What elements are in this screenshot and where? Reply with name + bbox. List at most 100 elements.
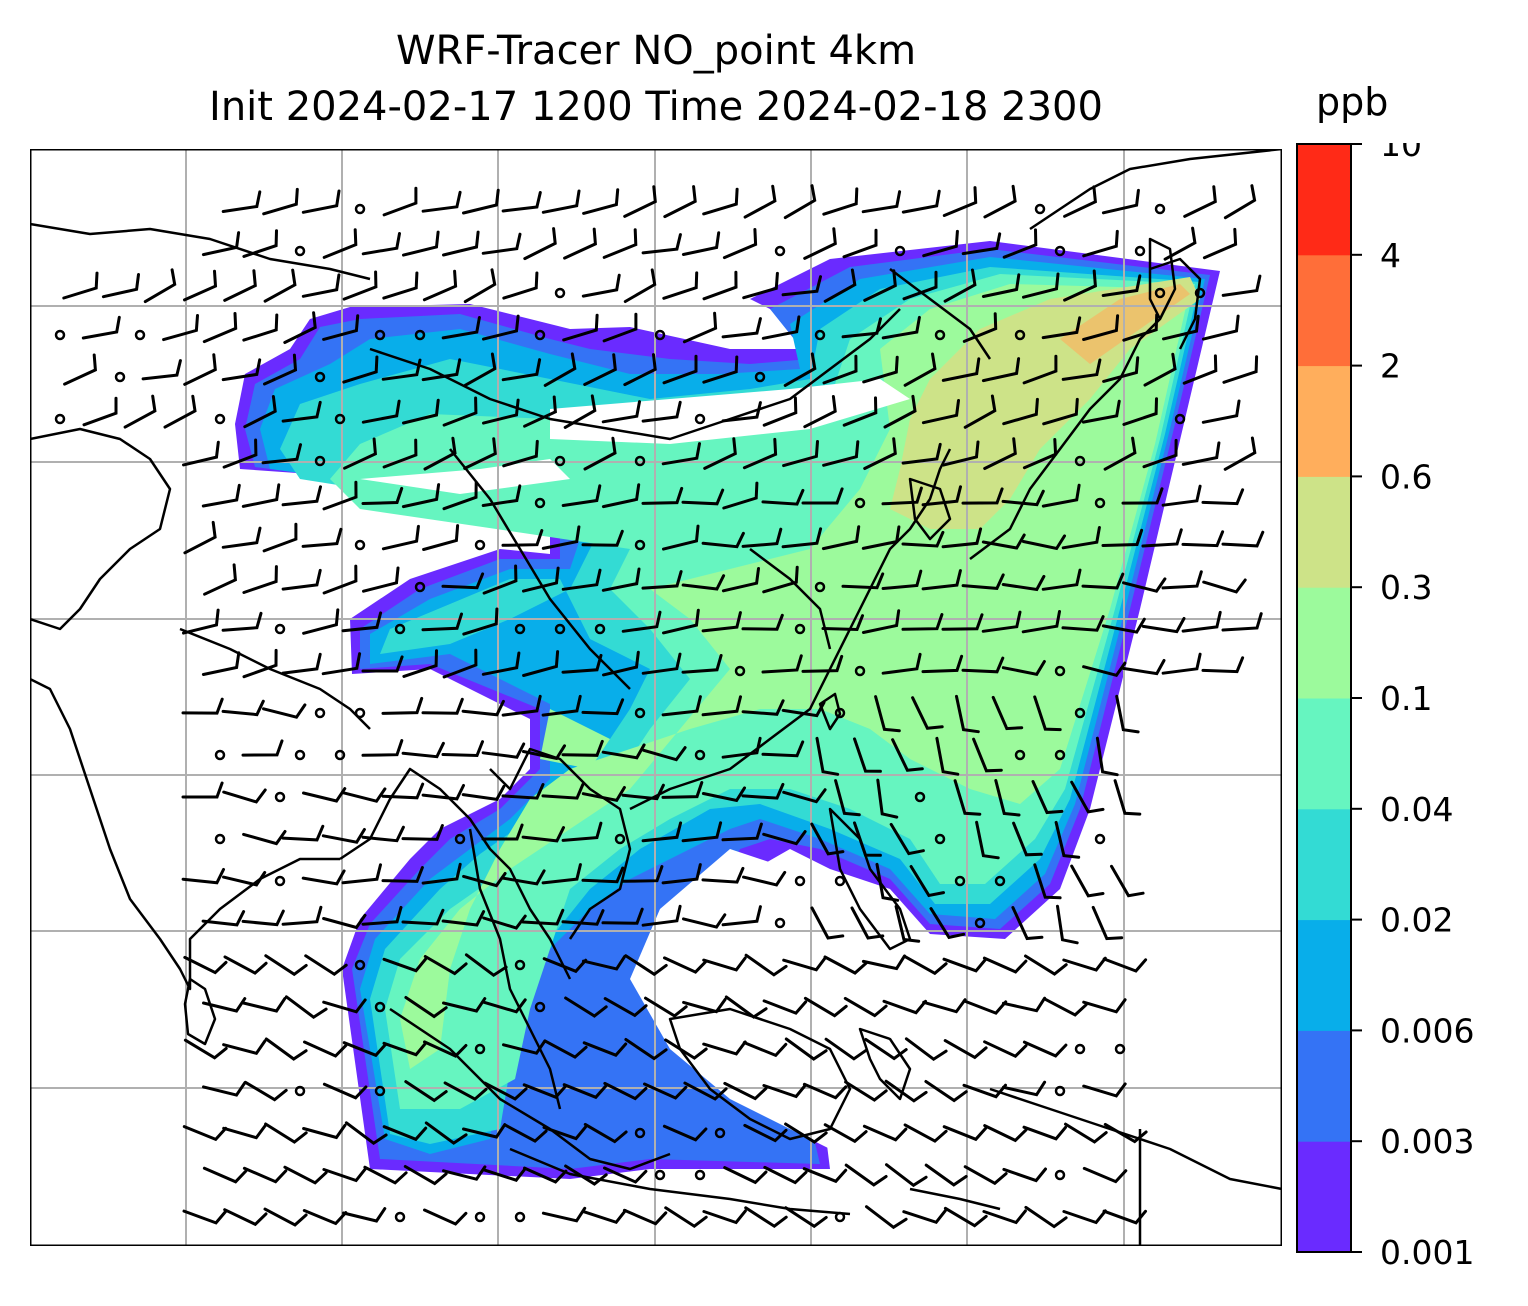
wind-barb <box>241 909 285 927</box>
wind-barb <box>823 1123 868 1144</box>
wind-barb <box>1201 399 1241 424</box>
wind-barb <box>921 485 962 507</box>
colorbar-tick-label: 2 <box>1380 347 1401 386</box>
wind-barb <box>1181 610 1222 633</box>
calm-wind-circle <box>694 1169 706 1181</box>
wind-barb <box>501 694 542 717</box>
wind-barb <box>941 613 984 631</box>
wind-barb <box>991 695 1024 731</box>
wind-barb <box>163 394 197 429</box>
wind-barb <box>662 354 698 385</box>
wind-barb <box>1063 269 1097 302</box>
wind-barb <box>242 830 287 846</box>
calm-wind-circle <box>474 539 486 551</box>
wind-barb <box>1022 354 1058 385</box>
wind-barb <box>961 232 1002 256</box>
wind-barb <box>722 481 759 510</box>
wind-barb <box>1070 864 1105 898</box>
wind-barb <box>664 1038 708 1060</box>
calm-wind-circle <box>774 245 786 257</box>
wind-barb <box>1183 185 1217 218</box>
wind-barb <box>1033 695 1062 732</box>
calm-wind-circle <box>294 749 306 761</box>
wind-barb <box>203 563 237 596</box>
wind-barb <box>421 784 465 801</box>
wind-barb <box>922 229 959 258</box>
calm-wind-circle <box>1054 749 1066 761</box>
wind-barb <box>422 269 458 302</box>
wind-barb <box>1201 656 1245 674</box>
wind-barb <box>1143 352 1177 387</box>
wind-barb <box>541 863 582 885</box>
wind-barb <box>842 228 878 259</box>
wind-barb <box>782 440 819 468</box>
wind-barb <box>561 909 605 926</box>
wind-barb <box>143 268 177 304</box>
calm-wind-circle <box>1054 1085 1066 1097</box>
wind-barb <box>382 438 418 469</box>
wind-barb <box>381 358 422 381</box>
wind-barb <box>363 1165 408 1185</box>
calm-wind-circle <box>394 1211 406 1223</box>
wind-barb <box>563 227 597 260</box>
calm-wind-circle <box>794 623 806 635</box>
wind-barb <box>822 440 860 467</box>
wind-barb <box>642 746 687 762</box>
wind-barb <box>1002 228 1038 259</box>
calm-wind-circle <box>374 329 386 341</box>
chart-title-line1: WRF-Tracer NO_point 4km <box>395 28 917 74</box>
wind-barb <box>1002 1167 1047 1183</box>
calm-wind-circle <box>1094 833 1106 845</box>
calm-wind-circle <box>274 623 286 635</box>
wind-barb <box>781 527 823 549</box>
wind-barb <box>322 564 358 595</box>
wind-barb <box>961 573 1005 590</box>
wind-barb <box>342 1207 387 1223</box>
wind-barb <box>322 1082 368 1100</box>
calm-wind-circle <box>834 875 846 887</box>
calm-wind-circle <box>634 707 646 719</box>
wind-barb <box>361 825 405 843</box>
wind-barb <box>1110 864 1145 898</box>
wind-barb <box>661 781 704 799</box>
wind-barb <box>183 520 217 555</box>
calm-wind-circle <box>214 833 226 845</box>
calm-wind-circle <box>694 413 706 425</box>
wind-barb <box>1121 487 1164 505</box>
wind-barb <box>1115 694 1140 734</box>
wind-barb <box>483 1081 528 1101</box>
wind-barb <box>1012 821 1043 857</box>
wind-barb <box>201 910 246 927</box>
calm-wind-circle <box>1134 245 1146 257</box>
calm-wind-circle <box>474 1043 486 1055</box>
wind-barb <box>881 652 922 675</box>
wind-barb <box>975 820 1000 860</box>
wind-barb <box>681 574 726 591</box>
white-wedge-3 <box>360 459 570 494</box>
calm-wind-circle <box>334 749 346 761</box>
wind-barb <box>876 778 899 819</box>
wind-barb <box>501 783 545 800</box>
wind-barb <box>962 312 998 343</box>
wind-barb <box>361 655 404 673</box>
wind-barb <box>1103 436 1137 471</box>
calm-wind-circle <box>354 539 366 551</box>
wind-barb <box>783 184 817 220</box>
wind-barb <box>902 1209 947 1225</box>
calm-wind-circle <box>1014 749 1026 761</box>
wind-barb <box>1081 572 1125 590</box>
wind-barb <box>741 699 785 716</box>
wind-barb <box>1122 577 1167 593</box>
wind-barb <box>874 695 901 733</box>
wind-barb <box>1202 314 1240 341</box>
wind-barb <box>82 396 118 427</box>
coastline-sakhalin <box>1148 237 1177 321</box>
wind-barb <box>603 997 648 1018</box>
wind-barb <box>662 271 699 300</box>
wind-barb <box>1056 904 1079 945</box>
wind-barb <box>961 487 1004 505</box>
wind-barb <box>361 399 401 424</box>
wind-barb <box>741 527 783 548</box>
wind-barb <box>222 1039 267 1056</box>
wind-barb <box>281 905 323 926</box>
